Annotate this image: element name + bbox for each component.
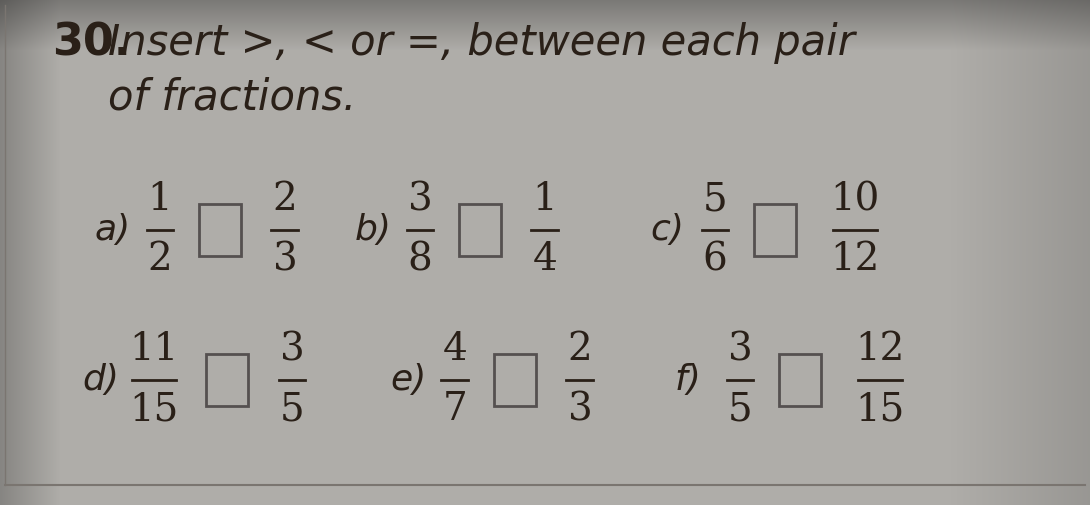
- Text: 3: 3: [728, 331, 752, 369]
- Text: 3: 3: [408, 181, 433, 219]
- Text: 6: 6: [703, 241, 727, 278]
- Text: 4: 4: [443, 331, 468, 369]
- Text: 1: 1: [147, 181, 172, 219]
- Text: 2: 2: [272, 181, 298, 219]
- Text: c): c): [650, 213, 685, 247]
- Text: 12: 12: [831, 241, 880, 278]
- Text: 5: 5: [280, 391, 304, 429]
- Text: 15: 15: [130, 391, 179, 429]
- Text: 2: 2: [147, 241, 172, 278]
- Text: 3: 3: [568, 391, 592, 429]
- Text: 11: 11: [130, 331, 179, 369]
- Text: 15: 15: [856, 391, 905, 429]
- Text: 5: 5: [728, 391, 752, 429]
- Text: 12: 12: [856, 331, 905, 369]
- Text: 3: 3: [280, 331, 304, 369]
- Text: Insert >, < or =, between each pair: Insert >, < or =, between each pair: [108, 22, 855, 64]
- Text: d): d): [82, 363, 119, 397]
- Text: 10: 10: [831, 181, 880, 219]
- Text: 2: 2: [568, 331, 592, 369]
- Text: f): f): [675, 363, 702, 397]
- Text: 1: 1: [533, 181, 557, 219]
- Text: 5: 5: [703, 181, 727, 219]
- Text: 30.: 30.: [52, 22, 131, 65]
- Text: 3: 3: [272, 241, 298, 278]
- Text: 4: 4: [533, 241, 557, 278]
- Text: a): a): [95, 213, 131, 247]
- Text: e): e): [390, 363, 426, 397]
- Text: 8: 8: [408, 241, 433, 278]
- Text: b): b): [355, 213, 392, 247]
- Text: 7: 7: [443, 391, 468, 429]
- Text: of fractions.: of fractions.: [108, 76, 356, 118]
